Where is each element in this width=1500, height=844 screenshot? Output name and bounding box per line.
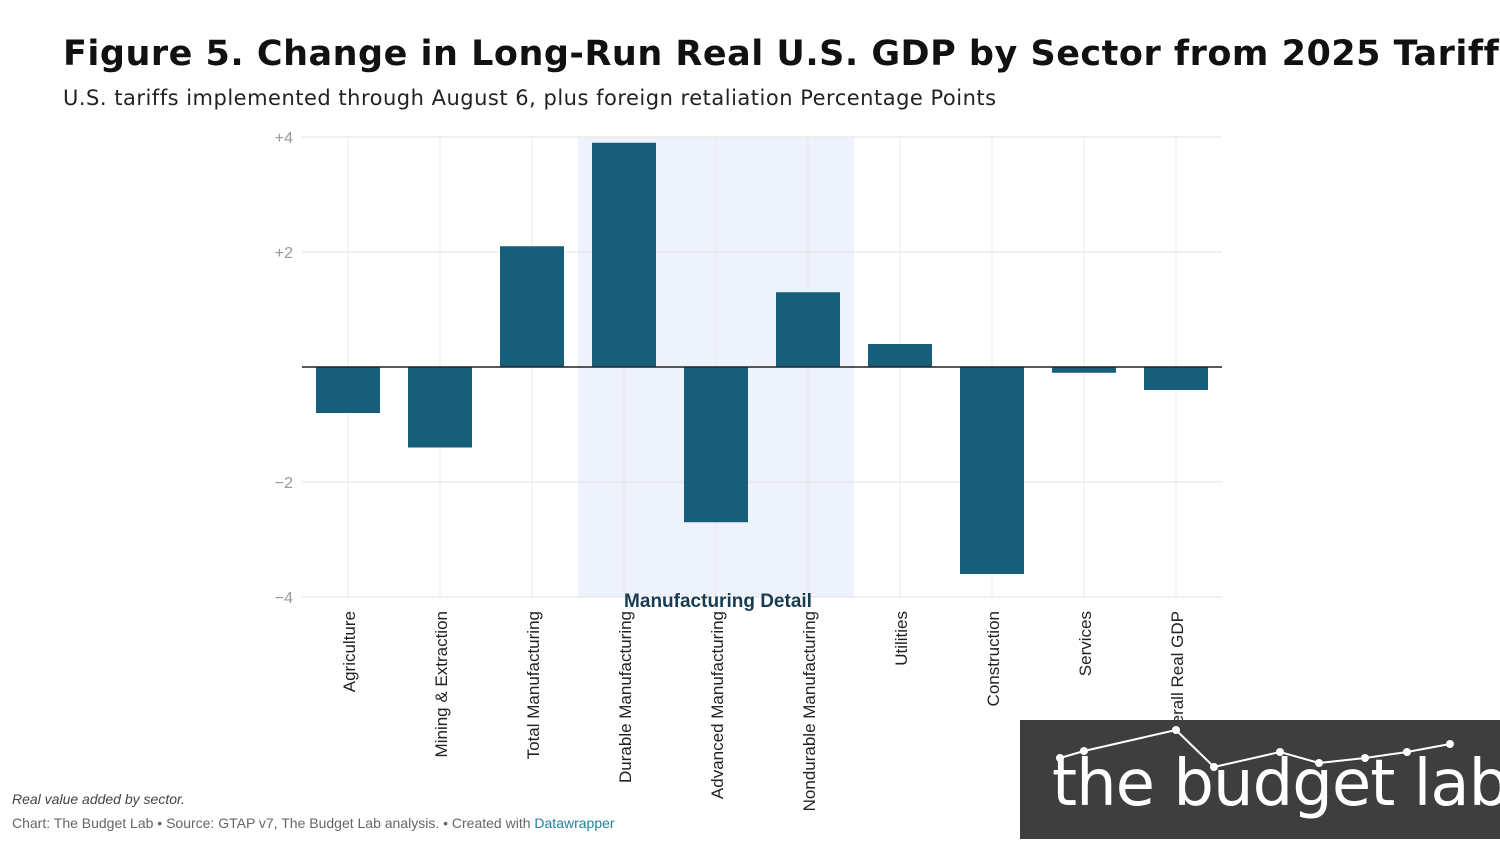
credits-text: Chart: The Budget Lab • Source: GTAP v7,…: [12, 815, 531, 831]
bar: [684, 367, 748, 523]
y-tick-label: +2: [275, 245, 293, 262]
budget-lab-logo: the budget lab: [1020, 720, 1500, 839]
chart-credits: Chart: The Budget Lab • Source: GTAP v7,…: [12, 815, 615, 831]
x-tick-label: Total Manufacturing: [524, 611, 543, 759]
bar: [960, 367, 1024, 574]
x-tick-label: Mining & Extraction: [432, 611, 451, 757]
x-tick-label: Durable Manufacturing: [616, 611, 635, 783]
bar: [408, 367, 472, 448]
bar: [592, 142, 656, 367]
x-tick-label: Construction: [984, 611, 1003, 706]
bar: [1144, 367, 1208, 390]
logo-text: the budget lab: [1052, 747, 1500, 821]
y-tick-label: −2: [275, 475, 293, 492]
x-tick-label: Utilities: [892, 611, 911, 666]
chart-subtitle: U.S. tariffs implemented through August …: [63, 86, 997, 110]
x-tick-label: Services: [1076, 611, 1095, 676]
bar: [776, 292, 840, 367]
y-tick-label: −4: [275, 590, 293, 607]
x-tick-label: Nondurable Manufacturing: [800, 611, 819, 811]
chart-title: Figure 5. Change in Long-Run Real U.S. G…: [63, 34, 1500, 74]
datawrapper-link[interactable]: Datawrapper: [534, 815, 615, 831]
bar: [316, 367, 380, 413]
x-tick-label: Agriculture: [340, 611, 359, 692]
bar: [868, 344, 932, 367]
x-tick-label: Overall Real GDP: [1168, 611, 1187, 746]
chart-note: Real value added by sector.: [12, 791, 186, 807]
x-tick-label: Advanced Manufacturing: [708, 611, 727, 799]
highlight-label: Manufacturing Detail: [624, 591, 812, 612]
logo-line-icon: [1056, 726, 1454, 771]
bar: [500, 246, 564, 367]
y-tick-label: +4: [275, 130, 293, 147]
bar: [1052, 367, 1116, 373]
